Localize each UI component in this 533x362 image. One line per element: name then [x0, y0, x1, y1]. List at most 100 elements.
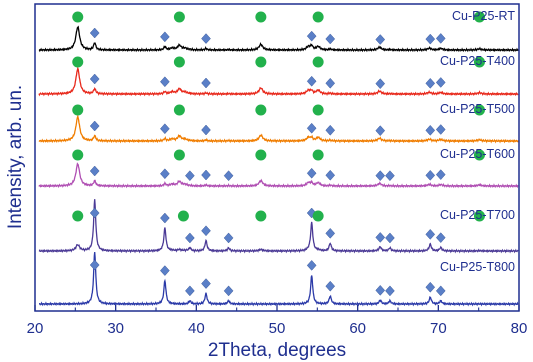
rutile-marker [223, 170, 234, 182]
series-label: Cu-P25-T700 [440, 208, 515, 222]
rutile-marker [306, 122, 317, 134]
anatase-marker [312, 56, 324, 68]
rutile-marker [385, 170, 395, 182]
rutile-marker [325, 77, 336, 89]
anatase-marker [177, 210, 189, 222]
anatase-marker [72, 104, 84, 116]
anatase-marker [473, 210, 485, 222]
rutile-marker [425, 33, 436, 45]
anatase-marker [255, 210, 267, 222]
rutile-marker [425, 281, 436, 293]
xrd-trace [38, 66, 519, 97]
anatase-marker [312, 104, 324, 116]
rutile-marker [325, 33, 336, 45]
xrd-trace [38, 113, 519, 144]
rutile-marker [375, 232, 386, 243]
rutile-marker [89, 207, 100, 219]
anatase-marker [473, 11, 485, 23]
rutile-marker [375, 34, 386, 45]
rutile-marker [435, 33, 446, 44]
xrd-trace [38, 162, 519, 189]
rutile-marker [201, 124, 211, 136]
rutile-marker [185, 285, 195, 297]
series-label: Cu-P25-T500 [440, 102, 515, 116]
anatase-marker [255, 11, 267, 23]
series-label: Cu-P25-T800 [440, 260, 515, 274]
xrd-trace [38, 25, 519, 53]
rutile-marker [375, 284, 386, 296]
rutile-marker [201, 225, 211, 237]
y-axis-label: Intensity, arb. un. [5, 85, 26, 229]
xrd-trace [38, 251, 519, 307]
rutile-marker [201, 77, 211, 89]
rutile-marker [160, 168, 170, 180]
anatase-marker [72, 11, 84, 23]
rutile-marker [306, 30, 317, 42]
x-tick-label: 40 [188, 320, 205, 337]
x-tick-label: 80 [511, 320, 528, 337]
rutile-marker [89, 73, 100, 85]
x-tick-label: 70 [430, 320, 447, 337]
x-axis-label: 2Theta, degrees [208, 340, 346, 361]
rutile-marker [89, 27, 100, 39]
rutile-marker [185, 170, 195, 182]
rutile-marker [89, 165, 100, 177]
rutile-marker [435, 124, 446, 135]
rutile-marker [375, 78, 386, 90]
rutile-marker [435, 232, 446, 244]
rutile-marker [160, 123, 170, 135]
rutile-marker [201, 33, 211, 44]
anatase-marker [173, 56, 185, 68]
rutile-marker [201, 169, 211, 181]
xrd-trace [38, 199, 519, 254]
rutile-marker [89, 259, 100, 271]
rutile-marker [325, 169, 336, 181]
rutile-marker [375, 170, 386, 182]
anatase-marker [473, 149, 485, 161]
rutile-marker [425, 77, 436, 89]
rutile-marker [425, 124, 436, 136]
rutile-marker [223, 232, 234, 244]
traces-group [38, 25, 519, 307]
rutile-marker [425, 228, 436, 240]
series-label: Cu-P25-T400 [440, 54, 515, 68]
rutile-marker [325, 124, 336, 136]
anatase-marker [72, 149, 84, 161]
x-tick-label: 30 [107, 320, 124, 337]
x-tick-label: 50 [269, 320, 286, 337]
anatase-marker [255, 56, 267, 68]
anatase-marker [255, 104, 267, 116]
rutile-marker [160, 76, 170, 88]
rutile-marker [185, 232, 195, 244]
rutile-marker [160, 265, 170, 276]
rutile-marker [435, 169, 446, 180]
rutile-marker [306, 75, 317, 87]
rutile-marker [160, 212, 170, 224]
anatase-marker [173, 149, 185, 161]
anatase-marker [312, 11, 324, 23]
rutile-marker [385, 285, 395, 297]
rutile-marker [89, 120, 100, 132]
series-label: Cu-P25-T600 [440, 147, 515, 161]
anatase-marker [312, 210, 324, 222]
rutile-marker [325, 227, 336, 239]
rutile-marker [160, 31, 170, 43]
x-tick-label: 60 [349, 320, 366, 337]
rutile-marker [435, 285, 446, 297]
rutile-marker [425, 169, 436, 181]
anatase-marker [173, 11, 185, 23]
rutile-marker [325, 280, 336, 292]
series-label: Cu-P25-RT [452, 9, 515, 23]
ticks-group: 20 30 40 50 60 70 80 [27, 305, 528, 337]
markers-group [72, 11, 485, 297]
rutile-marker [306, 167, 317, 179]
anatase-marker [473, 104, 485, 116]
rutile-marker [385, 232, 395, 244]
rutile-marker [223, 285, 234, 297]
anatase-marker [312, 149, 324, 161]
series-labels-group: Cu-P25-RT Cu-P25-T400 Cu-P25-T500 Cu-P25-T6… [440, 9, 515, 274]
rutile-marker [306, 260, 317, 271]
rutile-marker [375, 125, 386, 137]
rutile-marker [201, 278, 211, 289]
anatase-marker [255, 149, 267, 161]
